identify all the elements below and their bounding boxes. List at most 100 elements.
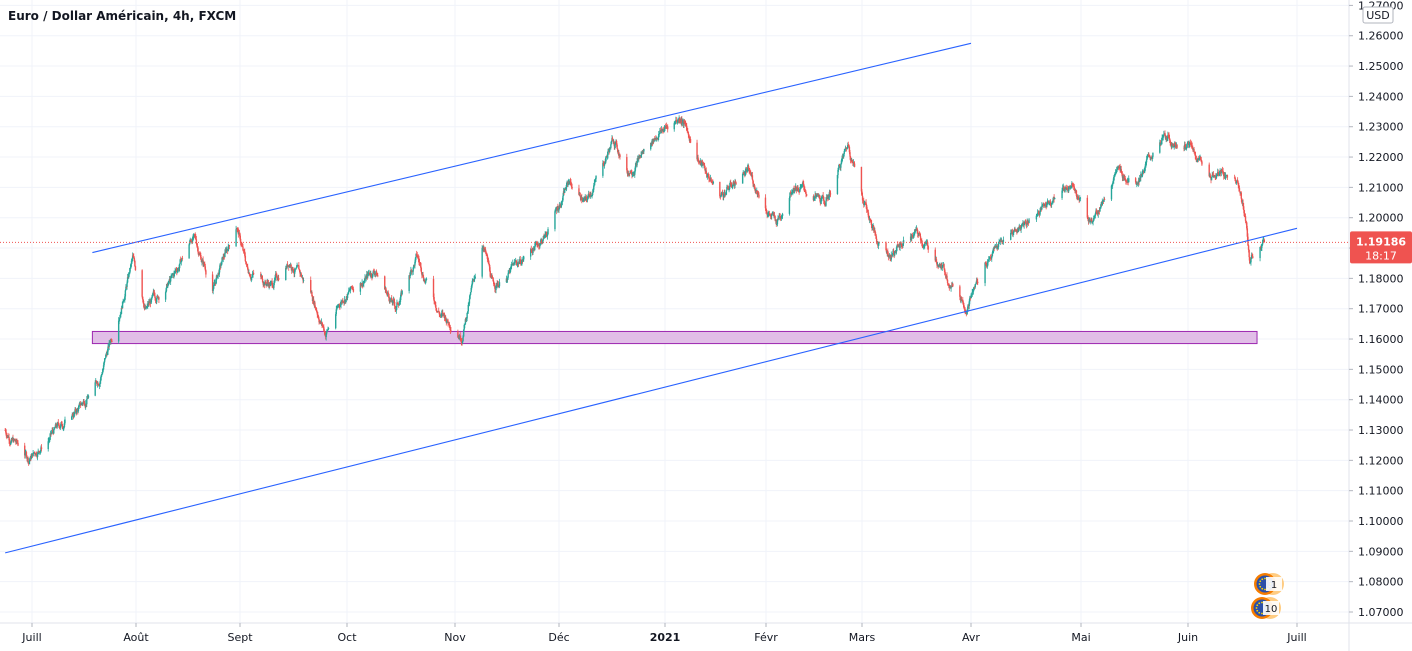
economic-event-marker[interactable]: 10 <box>1251 597 1281 619</box>
candle-body <box>143 303 145 308</box>
candle-body <box>837 168 840 170</box>
candle <box>94 380 96 397</box>
y-tick-label: 1.17000 <box>1358 303 1404 316</box>
candle-body <box>516 262 518 265</box>
candle-body <box>1243 206 1245 211</box>
candle-body <box>731 187 734 188</box>
event-count: 1 <box>1271 580 1277 591</box>
candle-body <box>789 192 792 194</box>
candle-body <box>1051 201 1053 203</box>
candle-body <box>639 155 641 159</box>
candle-body <box>104 358 106 359</box>
candle-body <box>466 312 468 319</box>
candle <box>1121 171 1124 182</box>
candle-body <box>1100 203 1102 208</box>
candle-body <box>542 239 544 243</box>
candle <box>1101 198 1103 206</box>
candle-body <box>36 453 39 457</box>
candle-body <box>1087 217 1089 219</box>
candle-body <box>523 256 525 260</box>
candle <box>195 236 198 245</box>
grid-lines <box>0 0 1349 623</box>
candle-body <box>966 308 969 312</box>
candle <box>108 339 110 351</box>
candle <box>1028 218 1030 224</box>
candle <box>462 329 465 338</box>
event-count-bg <box>1263 601 1279 615</box>
candle <box>828 189 831 200</box>
candle-body <box>967 304 969 309</box>
candle <box>1061 184 1064 193</box>
candle <box>10 437 13 444</box>
candle-body <box>748 169 750 172</box>
candle-body <box>339 305 342 307</box>
candle-body <box>1238 188 1241 192</box>
candle <box>744 168 747 177</box>
candle-body <box>1096 213 1099 215</box>
candle <box>190 239 192 243</box>
candle-body <box>1141 175 1143 177</box>
candle-body <box>1036 212 1039 215</box>
candle-body <box>98 383 101 387</box>
candle <box>181 255 184 261</box>
candle <box>547 227 549 236</box>
candle <box>775 219 777 227</box>
economic-event-marker[interactable]: 1 <box>1254 573 1284 595</box>
candle <box>900 241 902 248</box>
candle <box>686 127 688 134</box>
candle-body <box>994 247 996 249</box>
candle-body <box>165 288 167 293</box>
candle <box>853 161 856 168</box>
candle-body <box>337 305 339 307</box>
candle-body <box>496 282 498 285</box>
candle <box>177 267 179 273</box>
candle <box>100 375 102 384</box>
candle <box>103 361 105 367</box>
candle <box>861 189 863 196</box>
candle-body <box>218 269 221 275</box>
candle-body <box>28 461 30 463</box>
candle-body <box>1019 225 1021 228</box>
candle <box>1002 236 1005 245</box>
candle-body <box>817 194 820 196</box>
candle-body <box>1236 180 1239 183</box>
candle-body <box>871 224 873 228</box>
candle-body <box>673 123 675 130</box>
candle <box>110 338 112 345</box>
candle-body <box>1048 202 1050 204</box>
candle-body <box>969 297 972 299</box>
candle-body <box>37 450 39 454</box>
candle-body <box>1070 186 1072 188</box>
candle-body <box>1044 203 1047 206</box>
candle-body <box>192 236 194 239</box>
candle-body <box>557 207 559 210</box>
candle <box>1151 156 1154 162</box>
candle-body <box>923 245 925 247</box>
candle-body <box>875 238 878 243</box>
candle <box>643 148 645 155</box>
candle <box>626 153 628 173</box>
candle-body <box>29 460 31 462</box>
candle-body <box>1241 198 1243 204</box>
candle-body <box>677 119 679 122</box>
candle-body <box>1036 214 1038 216</box>
candle-body <box>874 232 877 235</box>
candle-body <box>1252 256 1254 259</box>
candle-body <box>776 219 779 225</box>
candle <box>1235 179 1237 185</box>
candle-body <box>825 197 828 201</box>
candle <box>735 181 737 185</box>
candle-body <box>728 189 730 190</box>
candle-body <box>1170 142 1172 145</box>
candle-body <box>296 265 298 268</box>
candle-body <box>433 301 436 302</box>
candle <box>335 312 337 330</box>
y-tick-label: 1.25000 <box>1358 60 1404 73</box>
candle <box>1010 229 1012 241</box>
candle <box>771 214 773 220</box>
candle-body <box>127 277 129 278</box>
candle-body <box>101 371 104 375</box>
candle <box>662 126 664 134</box>
